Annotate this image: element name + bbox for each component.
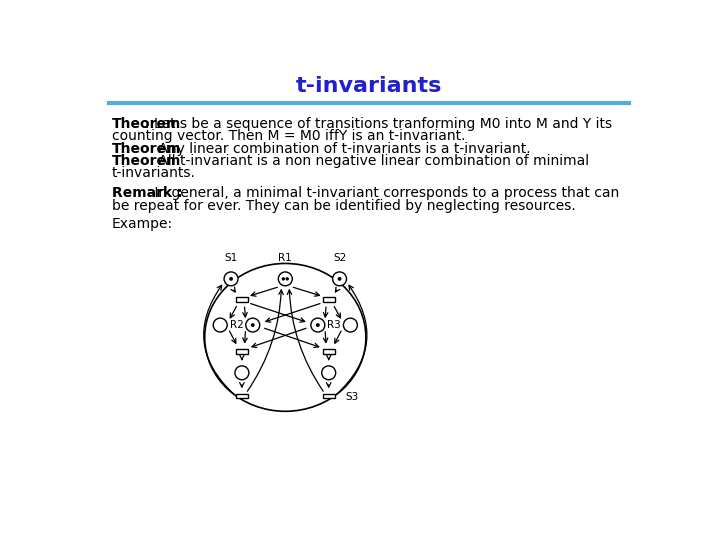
Bar xyxy=(235,394,248,398)
Text: R3: R3 xyxy=(327,320,341,330)
Text: t-invariants.: t-invariants. xyxy=(112,166,196,180)
Circle shape xyxy=(333,272,346,286)
Bar xyxy=(323,394,335,398)
Text: Theorem: Theorem xyxy=(112,154,181,168)
FancyArrowPatch shape xyxy=(287,290,323,392)
FancyArrowPatch shape xyxy=(337,285,367,394)
Text: : Let s be a sequence of transitions tranforming M0 into M and Y its: : Let s be a sequence of transitions tra… xyxy=(145,117,613,131)
FancyArrowPatch shape xyxy=(204,285,234,394)
Circle shape xyxy=(224,272,238,286)
Circle shape xyxy=(229,277,233,281)
Text: Theorem: Theorem xyxy=(112,142,181,156)
Text: counting vector. Then M = M0 iffY is an t-invariant.: counting vector. Then M = M0 iffY is an … xyxy=(112,130,465,144)
Text: t-invariants: t-invariants xyxy=(296,76,442,96)
Bar xyxy=(323,349,335,354)
Text: : Any linear combination of t-invariants is a t-invariant.: : Any linear combination of t-invariants… xyxy=(145,142,531,156)
Text: S2: S2 xyxy=(333,253,346,264)
Text: be repeat for ever. They can be identified by neglecting resources.: be repeat for ever. They can be identifi… xyxy=(112,199,575,213)
Bar xyxy=(323,298,335,302)
Circle shape xyxy=(338,277,341,281)
Text: In general, a minimal t-invariant corresponds to a process that can: In general, a minimal t-invariant corres… xyxy=(150,186,619,200)
Circle shape xyxy=(213,318,228,332)
Bar xyxy=(235,298,248,302)
Circle shape xyxy=(282,277,285,281)
Text: S3: S3 xyxy=(346,393,359,402)
Text: R2: R2 xyxy=(230,320,243,330)
Circle shape xyxy=(286,277,289,281)
Circle shape xyxy=(246,318,260,332)
Circle shape xyxy=(235,366,249,380)
Circle shape xyxy=(279,272,292,286)
Circle shape xyxy=(311,318,325,332)
Text: Remark :: Remark : xyxy=(112,186,182,200)
FancyArrowPatch shape xyxy=(248,290,283,392)
Text: R1: R1 xyxy=(279,253,292,264)
Circle shape xyxy=(343,318,357,332)
Text: S1: S1 xyxy=(225,253,238,264)
Circle shape xyxy=(251,323,255,327)
Text: Theorem: Theorem xyxy=(112,117,181,131)
Bar xyxy=(235,349,248,354)
Text: Exampe:: Exampe: xyxy=(112,217,173,231)
Text: : All t-invariant is a non negative linear combination of minimal: : All t-invariant is a non negative line… xyxy=(145,154,590,168)
Circle shape xyxy=(322,366,336,380)
Circle shape xyxy=(316,323,320,327)
